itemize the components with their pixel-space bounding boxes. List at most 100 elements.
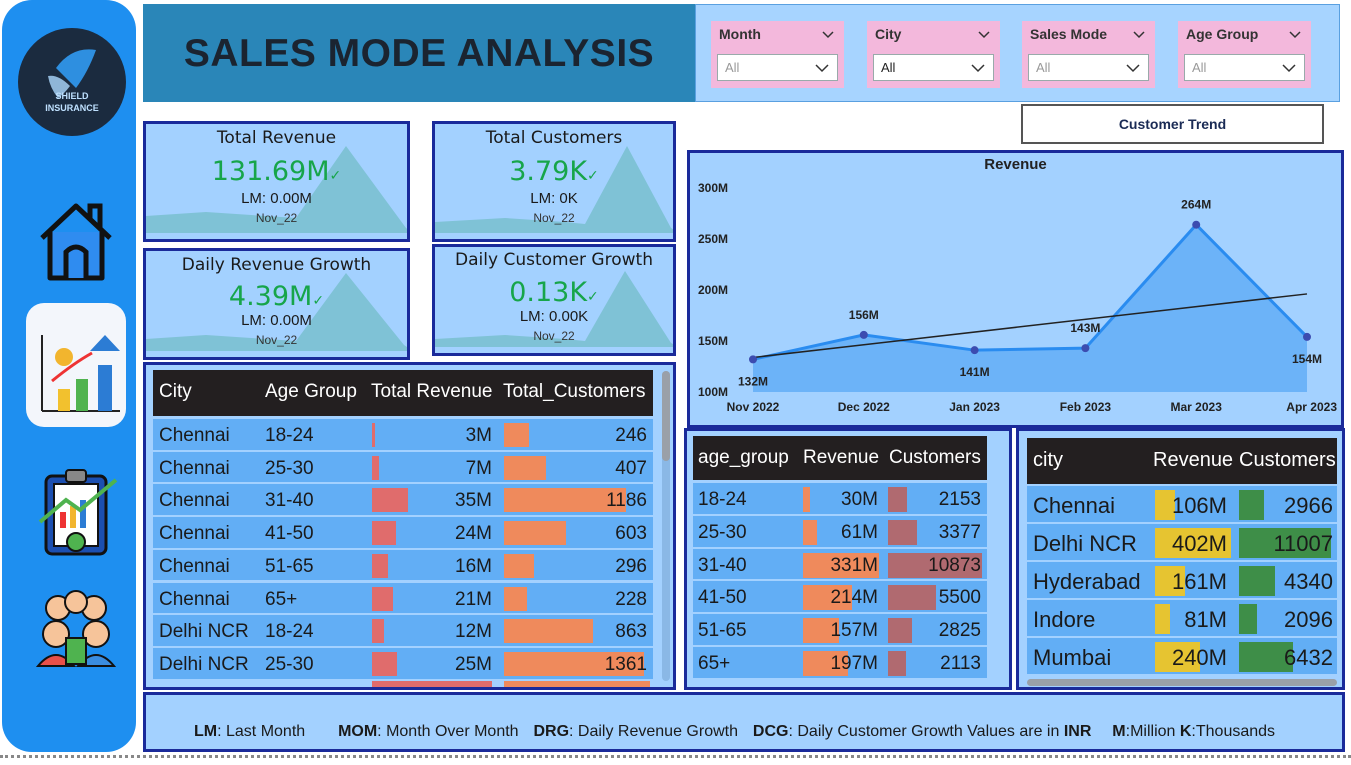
customers-bar: [1239, 642, 1293, 672]
horizontal-scrollbar[interactable]: [1027, 679, 1337, 686]
scrollbar-track[interactable]: [662, 371, 670, 681]
kpi-month: Nov_22: [533, 211, 575, 225]
table-row[interactable]: Delhi NCR 25-30 25M 1361: [153, 647, 653, 681]
column-header[interactable]: age_group: [698, 447, 789, 468]
city-slicer[interactable]: City All: [867, 21, 1000, 88]
table-row[interactable]: Chennai 41-50 24M 603: [153, 517, 653, 550]
customers-cell: 246: [615, 425, 647, 446]
nav-customers-button[interactable]: [26, 578, 126, 698]
header-banner: SALES MODE ANALYSIS: [143, 4, 695, 102]
chevron-down-icon[interactable]: [978, 29, 990, 41]
legend-key: M: [1112, 723, 1126, 740]
revenue-bar: [1155, 528, 1231, 558]
chevron-down-icon[interactable]: [1133, 29, 1145, 41]
customers-bar: [888, 651, 907, 676]
column-header[interactable]: Total_Customers: [503, 381, 646, 402]
column-header[interactable]: Revenue: [803, 447, 880, 468]
city-slicer-label: City: [875, 26, 902, 42]
customers-bar: [888, 552, 982, 578]
table-row[interactable]: Chennai 106M 2966: [1027, 486, 1337, 524]
month-slicer[interactable]: Month All: [711, 21, 844, 88]
revenue-cell: 25M: [455, 653, 492, 675]
x-tick-label: Dec 2022: [838, 400, 890, 414]
age-group-cell: 25-30: [698, 521, 747, 543]
column-header[interactable]: Age Group: [265, 381, 357, 402]
kpi-last-month: LM: 0K: [530, 190, 578, 207]
revenue-cell: 61M: [841, 521, 878, 543]
kpi-month: Nov_22: [255, 333, 298, 347]
table-row[interactable]: 65+ 197M 2113: [693, 647, 987, 680]
column-header[interactable]: Customers: [889, 447, 981, 468]
city-dropdown-value: All: [881, 60, 896, 75]
overflow-bar: [372, 681, 492, 687]
logo-line-2: INSURANCE: [45, 103, 99, 113]
customers-bar: [1239, 528, 1331, 558]
table-row[interactable]: Indore 81M 2096: [1027, 600, 1337, 638]
column-header[interactable]: city: [1033, 449, 1063, 471]
customers-bar: [888, 585, 936, 611]
customer-trend-button[interactable]: Customer Trend: [1021, 104, 1324, 144]
revenue-cell: 240M: [1171, 645, 1227, 670]
customers-cell: 407: [615, 457, 647, 479]
kpi-last-month: LM: 0.00M: [241, 190, 312, 207]
age-group-dropdown[interactable]: All: [1184, 54, 1305, 81]
table-row[interactable]: Chennai 31-40 35M 1186: [153, 484, 653, 518]
age-group-cell: 65+: [265, 588, 298, 610]
customers-cell: 4340: [1284, 569, 1333, 594]
sales-mode-slicer[interactable]: Sales Mode All: [1022, 21, 1155, 88]
customers-cell: 11007: [1273, 531, 1333, 556]
table-row[interactable]: Delhi NCR 402M 11007: [1027, 524, 1337, 562]
revenue-line: [752, 222, 1309, 361]
age-group-cell: 51-65: [698, 620, 747, 642]
kpi-value: 4.39M✓: [228, 281, 325, 312]
data-point: [749, 355, 757, 364]
month-dropdown[interactable]: All: [717, 54, 838, 81]
customers-cell: 5500: [938, 587, 981, 609]
city-cell: Indore: [1033, 607, 1096, 632]
nav-report-button[interactable]: [26, 462, 126, 582]
table-row[interactable]: Chennai 25-30 7M 407: [153, 451, 653, 485]
y-tick-label: 200M: [698, 283, 728, 297]
people-icon: [35, 590, 117, 667]
revenue-bar: [803, 618, 840, 644]
check-icon: ✓: [587, 289, 599, 305]
nav-sales-growth-button[interactable]: [26, 303, 126, 427]
data-label: 132M: [738, 374, 768, 388]
column-header[interactable]: Total Revenue: [371, 381, 493, 402]
chevron-down-icon[interactable]: [822, 29, 834, 41]
customers-bar: [1239, 566, 1276, 596]
legend-text: : Month Over Month: [377, 723, 519, 740]
customers-bar: [888, 618, 913, 644]
customers-cell: 863: [615, 621, 647, 643]
table-row[interactable]: Mumbai 240M 6432: [1027, 638, 1337, 676]
table-row[interactable]: Chennai 65+ 21M 228: [153, 582, 653, 616]
sales-mode-dropdown[interactable]: All: [1028, 54, 1149, 81]
table-row[interactable]: Delhi NCR 18-24 12M 863: [153, 615, 653, 648]
table-row[interactable]: Chennai 51-65 16M 296: [153, 549, 653, 583]
age-group-slicer[interactable]: Age Group All: [1178, 21, 1311, 88]
scrollbar-thumb[interactable]: [662, 371, 670, 461]
column-header[interactable]: Customers: [1239, 449, 1336, 471]
revenue-bar: [372, 553, 389, 578]
data-label: 143M: [1070, 321, 1100, 335]
column-header[interactable]: Revenue: [1153, 449, 1234, 471]
page-title: SALES MODE ANALYSIS: [183, 32, 655, 75]
chevron-down-icon[interactable]: [1289, 29, 1301, 41]
table-row[interactable]: Hyderabad 161M 4340: [1027, 562, 1337, 600]
table-row[interactable]: 25-30 61M 3377: [693, 515, 987, 549]
y-tick-label: 300M: [698, 181, 728, 195]
table-row[interactable]: 31-40 331M 10873: [693, 548, 987, 582]
city-cell: Chennai: [159, 555, 230, 577]
age-group-cell: 18-24: [698, 489, 747, 510]
table-row[interactable]: 51-65 157M 2825: [693, 614, 987, 647]
city-dropdown[interactable]: All: [873, 54, 994, 81]
table-row[interactable]: Chennai 18-24 3M 246: [153, 419, 653, 452]
nav-home-button[interactable]: [26, 188, 126, 308]
age-group-cell: 18-24: [265, 621, 314, 643]
column-header[interactable]: City: [159, 381, 192, 402]
table-row[interactable]: 18-24 30M 2153: [693, 483, 987, 516]
legend-key: K: [1179, 723, 1192, 740]
table-row[interactable]: 41-50 214M 5500: [693, 581, 987, 615]
age-group-dropdown-value: All: [1192, 60, 1207, 75]
kpi-title: Daily Revenue Growth: [181, 255, 372, 275]
